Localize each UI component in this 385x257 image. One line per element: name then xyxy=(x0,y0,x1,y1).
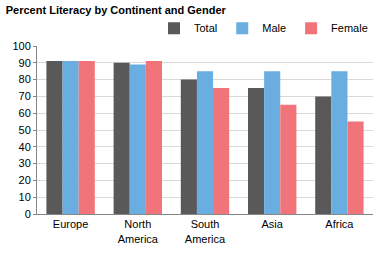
svg-text:0: 0 xyxy=(25,208,31,220)
svg-text:60: 60 xyxy=(19,107,31,119)
svg-text:80: 80 xyxy=(19,73,31,85)
svg-text:Total: Total xyxy=(194,22,217,34)
svg-text:70: 70 xyxy=(19,90,31,102)
svg-text:90: 90 xyxy=(19,57,31,69)
svg-text:SouthAmerica: SouthAmerica xyxy=(185,218,226,244)
svg-text:50: 50 xyxy=(19,124,31,136)
svg-text:Male: Male xyxy=(262,22,286,34)
svg-text:30: 30 xyxy=(19,157,31,169)
svg-text:Africa: Africa xyxy=(325,218,354,230)
svg-text:NorthAmerica: NorthAmerica xyxy=(118,218,159,244)
svg-text:Europe: Europe xyxy=(53,218,88,230)
svg-text:100: 100 xyxy=(12,40,30,52)
svg-text:Asia: Asia xyxy=(261,218,283,230)
svg-text:10: 10 xyxy=(19,191,31,203)
svg-text:40: 40 xyxy=(19,141,31,153)
svg-text:Percent Literacy by Continent: Percent Literacy by Continent and Gender xyxy=(6,4,227,16)
svg-text:Female: Female xyxy=(331,22,368,34)
svg-text:20: 20 xyxy=(19,174,31,186)
